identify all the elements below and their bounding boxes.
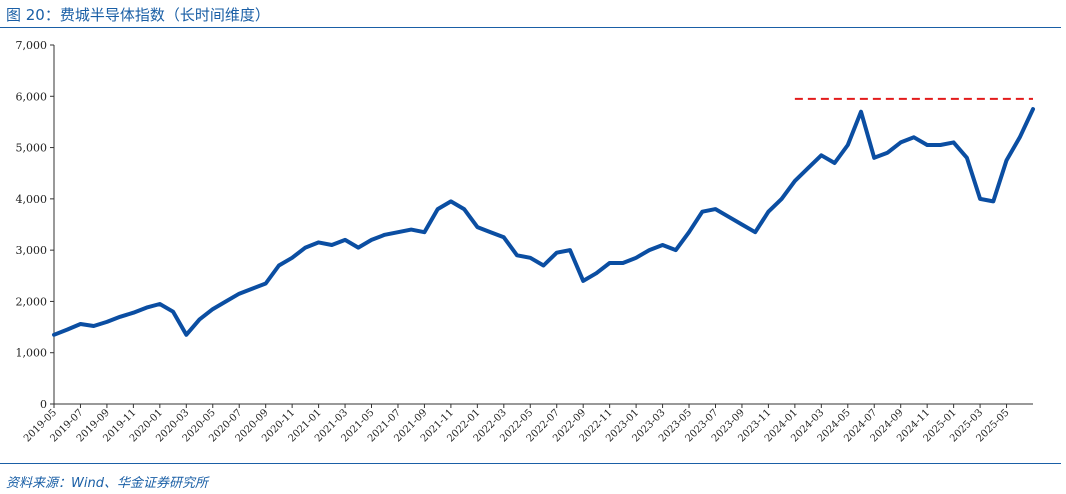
data-point bbox=[1018, 135, 1022, 139]
data-point bbox=[885, 151, 890, 155]
series-line bbox=[52, 107, 1035, 337]
data-point bbox=[250, 287, 255, 291]
x-axis-ticks: 2019-052019-072019-092019-112020-012020-… bbox=[22, 404, 1012, 445]
y-tick-label: 7,000 bbox=[16, 39, 48, 52]
y-tick-label: 2,000 bbox=[16, 295, 48, 308]
data-point bbox=[793, 179, 797, 183]
data-point bbox=[475, 225, 479, 229]
data-point bbox=[541, 263, 546, 268]
data-point bbox=[899, 140, 903, 145]
data-point bbox=[330, 243, 334, 247]
data-point bbox=[555, 251, 559, 255]
data-point bbox=[581, 279, 585, 283]
data-point bbox=[396, 230, 400, 234]
data-point bbox=[237, 292, 241, 296]
data-point bbox=[528, 256, 532, 260]
data-point bbox=[568, 248, 572, 252]
data-point bbox=[436, 207, 440, 211]
data-point bbox=[846, 143, 850, 147]
y-tick-label: 6,000 bbox=[16, 90, 48, 103]
data-point bbox=[753, 230, 757, 234]
data-point bbox=[608, 261, 612, 265]
data-point bbox=[621, 261, 625, 265]
data-point bbox=[925, 143, 929, 147]
data-point bbox=[978, 197, 982, 201]
data-point bbox=[277, 263, 281, 268]
data-point bbox=[1004, 158, 1009, 162]
data-point bbox=[965, 156, 969, 160]
data-point bbox=[780, 197, 784, 201]
y-tick-label: 5,000 bbox=[16, 142, 48, 155]
data-point bbox=[118, 315, 122, 319]
data-point bbox=[727, 215, 731, 219]
data-point bbox=[131, 311, 135, 315]
footer-rule bbox=[0, 463, 1061, 464]
data-point bbox=[515, 253, 519, 257]
data-point bbox=[502, 235, 506, 239]
data-point bbox=[674, 248, 678, 252]
data-point bbox=[832, 161, 837, 165]
data-point bbox=[171, 310, 175, 314]
data-point bbox=[700, 210, 704, 214]
y-tick-label: 1,000 bbox=[16, 347, 48, 360]
data-point bbox=[859, 110, 863, 114]
data-point bbox=[912, 135, 916, 139]
data-point bbox=[872, 156, 876, 160]
data-point bbox=[740, 222, 744, 227]
data-point bbox=[647, 248, 651, 252]
data-point bbox=[766, 210, 771, 214]
data-point bbox=[224, 299, 228, 304]
data-point bbox=[449, 199, 453, 204]
data-point bbox=[369, 238, 374, 242]
header-rule bbox=[0, 27, 1061, 28]
data-point bbox=[78, 322, 83, 326]
data-point bbox=[806, 166, 810, 170]
data-point bbox=[145, 305, 149, 310]
y-axis-ticks: 0 1,000 2,000 3,000 4,000 5,000 6,000 7,000 bbox=[16, 39, 54, 411]
data-point bbox=[409, 228, 413, 232]
data-point bbox=[264, 281, 268, 286]
data-point bbox=[105, 320, 109, 324]
data-point bbox=[488, 230, 493, 234]
data-point bbox=[952, 140, 956, 145]
data-point bbox=[383, 233, 387, 237]
data-point bbox=[687, 230, 691, 234]
data-point bbox=[197, 317, 202, 321]
data-point bbox=[343, 238, 347, 242]
data-point bbox=[211, 307, 215, 311]
y-tick-label: 0 bbox=[40, 398, 47, 411]
data-point bbox=[594, 271, 599, 275]
data-point bbox=[938, 143, 942, 147]
source-note: 资料来源：Wind、华金证券研究所 bbox=[6, 476, 208, 491]
data-point bbox=[316, 240, 321, 245]
data-point bbox=[65, 328, 69, 332]
data-point bbox=[356, 245, 360, 250]
data-point bbox=[713, 207, 718, 211]
data-point bbox=[52, 333, 56, 337]
data-point bbox=[184, 333, 188, 337]
data-point bbox=[1031, 107, 1035, 111]
data-point bbox=[92, 324, 96, 328]
data-point bbox=[462, 207, 466, 211]
y-tick-label: 3,000 bbox=[16, 244, 48, 257]
figure-title: 图 20：费城半导体指数（长时间维度） bbox=[6, 6, 270, 24]
data-point bbox=[303, 245, 307, 250]
data-point bbox=[819, 153, 823, 157]
data-point bbox=[660, 243, 665, 247]
y-tick-label: 4,000 bbox=[16, 193, 48, 206]
chart-axes bbox=[53, 45, 1033, 405]
data-point bbox=[290, 256, 294, 260]
data-point bbox=[991, 199, 995, 204]
plot-area bbox=[52, 97, 1035, 337]
data-point bbox=[158, 302, 162, 306]
data-point bbox=[422, 230, 427, 234]
data-point bbox=[634, 256, 638, 260]
